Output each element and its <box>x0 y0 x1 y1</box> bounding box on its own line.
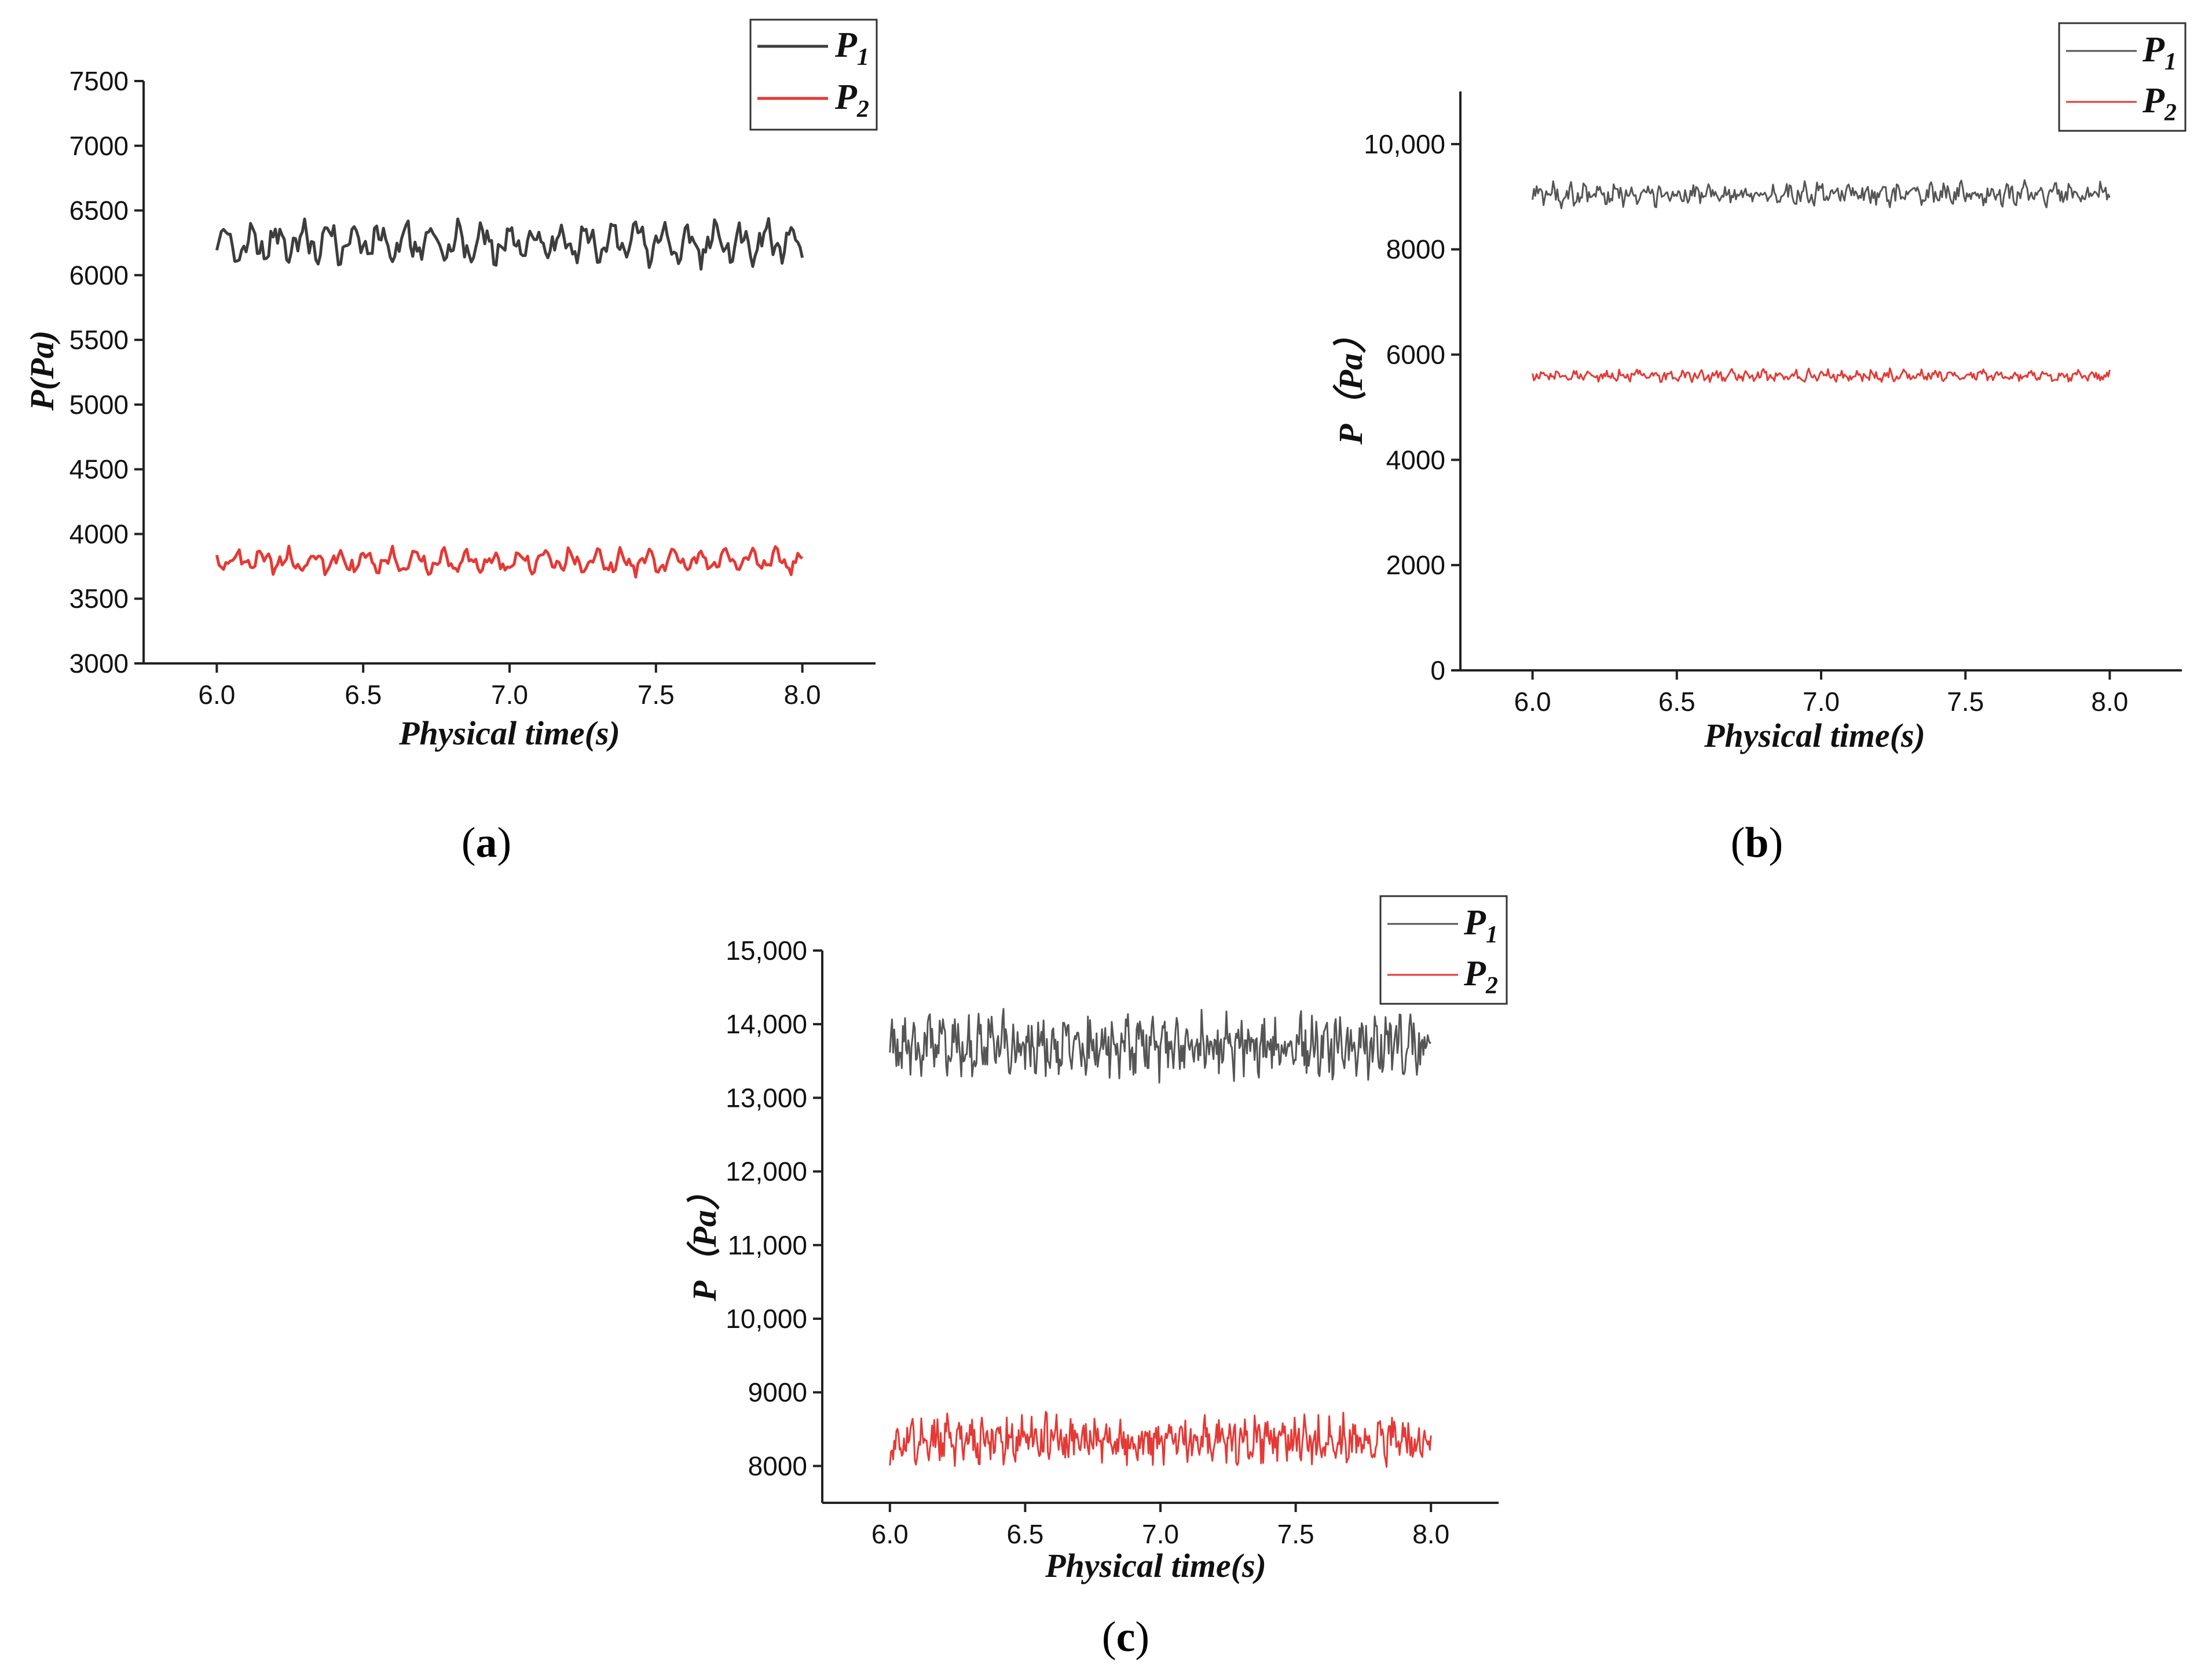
y-axis-title-c: P（Pa） <box>686 1176 723 1302</box>
x-tick-label-a: 8.0 <box>784 680 821 710</box>
series-line-p1-b <box>1532 179 2111 210</box>
y-tick-label-b: 4000 <box>1386 445 1445 475</box>
series-line-p2-b <box>1532 367 2111 383</box>
y-tick-label-c: 13,000 <box>726 1083 807 1113</box>
x-tick-label-b: 7.5 <box>1947 687 1984 717</box>
x-axis-title-c: Physical time(s) <box>1045 1547 1266 1584</box>
y-tick-label-b: 0 <box>1430 655 1445 685</box>
y-tick-label-c: 8000 <box>748 1451 807 1481</box>
y-tick-label-b: 10,000 <box>1364 129 1445 159</box>
panel-caption-a: (a) <box>462 819 511 867</box>
legend-label-p1-b: P1 <box>2142 30 2177 75</box>
legend-b: P1 P2 <box>2058 22 2187 132</box>
panel-caption-b: (b) <box>1731 819 1783 867</box>
x-axis-title-b: Physical time(s) <box>1704 717 1925 754</box>
y-tick-label-b: 2000 <box>1386 550 1445 580</box>
x-tick-label-a: 6.5 <box>345 680 382 710</box>
plot-area-b: 0 2000 4000 6000 8000 10,000 6.0 6.5 7.0 7.5 8.0 <box>1364 91 2182 717</box>
x-tick-label-b: 7.0 <box>1803 687 1840 717</box>
x-tick-label-c: 6.0 <box>871 1519 909 1549</box>
y-tick-label-c: 14,000 <box>726 1009 807 1039</box>
legend-c: P1 P2 <box>1379 895 1508 1005</box>
series-line-p1-c <box>889 1008 1431 1084</box>
x-tick-label-c: 6.5 <box>1006 1519 1043 1549</box>
y-tick-label-a: 5500 <box>69 325 129 355</box>
x-tick-label-a: 7.0 <box>491 680 528 710</box>
legend-label-p1-a: P1 <box>834 25 869 71</box>
series-line-p1-a <box>215 217 804 271</box>
x-tick-label-a: 6.0 <box>198 680 235 710</box>
legend-label-p1-c: P1 <box>1463 903 1498 948</box>
y-axis-title-a: P(Pa) <box>23 331 61 412</box>
y-tick-label-a: 3000 <box>69 648 129 678</box>
legend-box-a <box>749 19 878 131</box>
legend-box-b <box>2058 22 2187 132</box>
plot-area-c: 8000 9000 10,000 11,000 12,000 13,000 14,000 15… <box>726 935 1499 1549</box>
x-axis-title-a: Physical time(s) <box>398 714 620 752</box>
x-tick-label-b: 6.5 <box>1658 687 1695 717</box>
y-tick-label-c: 10,000 <box>726 1304 807 1334</box>
chart-panel-c: 8000 9000 10,000 11,000 12,000 13,000 14,000 15… <box>686 895 1508 1661</box>
legend-label-p2-a: P2 <box>834 78 869 123</box>
x-tick-label-c: 8.0 <box>1412 1519 1449 1549</box>
x-tick-label-c: 7.5 <box>1277 1519 1314 1549</box>
x-tick-label-c: 7.0 <box>1142 1519 1179 1549</box>
legend-label-p2-c: P2 <box>1463 954 1498 999</box>
series-line-p2-c <box>889 1411 1432 1468</box>
chart-panel-a: 3000 3500 4000 4500 5000 5500 6000 6500 7000 7500… <box>23 19 878 867</box>
y-tick-label-b: 8000 <box>1386 234 1445 265</box>
y-tick-label-c: 12,000 <box>726 1157 807 1187</box>
y-axis-title-b: P（Pa） <box>1332 320 1369 445</box>
y-tick-label-a: 5000 <box>69 390 129 420</box>
x-tick-label-b: 8.0 <box>2091 687 2128 717</box>
y-tick-label-c: 9000 <box>748 1377 807 1407</box>
legend-a: P1 P2 <box>749 19 878 131</box>
y-tick-label-a: 6500 <box>69 196 129 226</box>
series-line-p2-a <box>215 544 804 579</box>
y-tick-label-a: 7500 <box>69 66 129 96</box>
plot-area-a: 3000 3500 4000 4500 5000 5500 6000 6500 7000 7500… <box>69 66 876 710</box>
y-tick-label-b: 6000 <box>1386 340 1445 370</box>
y-tick-label-a: 4500 <box>69 454 129 485</box>
x-tick-label-a: 7.5 <box>638 680 675 710</box>
y-tick-label-a: 3500 <box>69 584 129 614</box>
y-tick-label-a: 7000 <box>69 131 129 161</box>
chart-panel-b: 0 2000 4000 6000 8000 10,000 6.0 6.5 7.0 7.5 8.0 P… <box>1332 22 2187 867</box>
y-tick-label-c: 11,000 <box>728 1230 807 1260</box>
x-tick-label-b: 6.0 <box>1514 687 1551 717</box>
panel-caption-c: (c) <box>1102 1613 1149 1661</box>
legend-box-c <box>1379 895 1508 1005</box>
y-tick-label-a: 6000 <box>69 260 129 290</box>
y-tick-label-c: 15,000 <box>726 935 807 966</box>
y-tick-label-a: 4000 <box>69 519 129 549</box>
legend-label-p2-b: P2 <box>2142 81 2177 126</box>
